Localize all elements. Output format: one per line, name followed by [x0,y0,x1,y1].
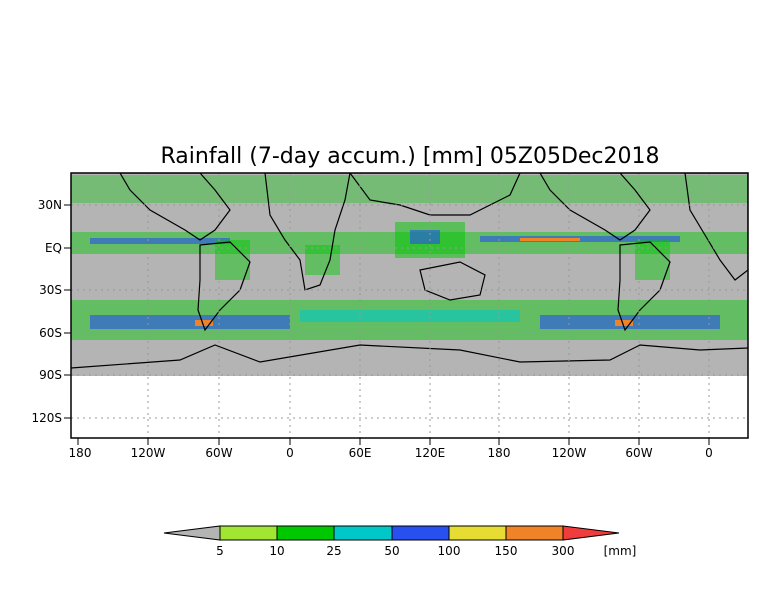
lat-label-30n: 30N [38,198,62,212]
lon-label-120w-a: 120W [131,446,166,460]
lon-label-0-b: 0 [705,446,713,460]
lat-label-eq: EQ [45,241,62,255]
legend-lower-arrow [163,525,221,541]
legend-swatch-150-300 [505,525,564,541]
color-legend: 5 10 25 50 100 150 300 [mm] [163,525,637,558]
lon-label-120e: 120E [415,446,446,460]
legend-swatch-5-10 [219,525,278,541]
lat-label-120s: 120S [31,411,62,425]
lon-label-60w-b: 60W [625,446,652,460]
legend-upper-arrow [562,525,620,541]
gridlines [71,173,748,438]
map-title: Rainfall (7-day accum.) [mm] 05Z05Dec201… [160,144,659,169]
legend-tick-50: 50 [384,544,399,558]
lon-label-180b: 180 [488,446,511,460]
lat-axis: 30N EQ 30S 60S 90S 120S [31,198,71,425]
lon-label-60e: 60E [349,446,372,460]
legend-tick-5: 5 [216,544,224,558]
legend-swatch-25-50 [333,525,393,541]
legend-swatch-50-100 [391,525,450,541]
lat-label-90s: 90S [39,368,62,382]
legend-unit: [mm] [604,544,637,558]
lon-label-120w-b: 120W [552,446,587,460]
lat-label-60s: 60S [39,326,62,340]
map-data-area [71,173,748,376]
lon-label-0-a: 0 [286,446,294,460]
legend-tick-300: 300 [552,544,575,558]
legend-tick-100: 100 [438,544,461,558]
lon-label-60w-a: 60W [205,446,232,460]
legend-swatch-10-25 [276,525,335,541]
legend-tick-25: 25 [326,544,341,558]
legend-swatch-100-150 [448,525,507,541]
legend-tick-150: 150 [495,544,518,558]
legend-tick-10: 10 [269,544,284,558]
lat-label-30s: 30S [39,283,62,297]
map-border [70,172,749,439]
lon-label-180a: 180 [69,446,92,460]
lon-axis: 180 120W 60W 0 60E 120E 180 120W 60W 0 [69,438,713,460]
